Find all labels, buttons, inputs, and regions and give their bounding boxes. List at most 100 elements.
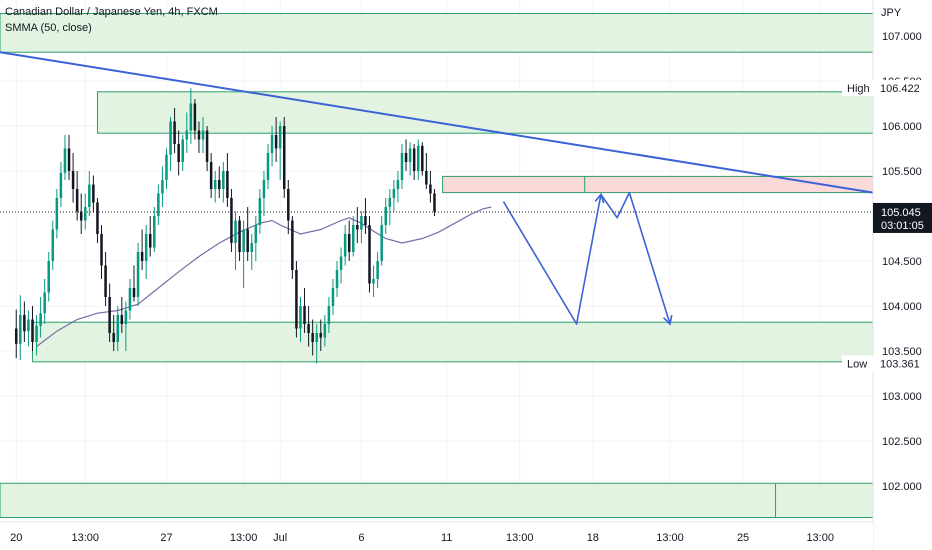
candle-body (173, 121, 176, 144)
candle (246, 207, 249, 261)
candle-body (144, 234, 148, 261)
candle (128, 279, 132, 320)
candle (209, 153, 213, 198)
candle-body (339, 256, 343, 270)
candle (19, 295, 22, 360)
candle-body (270, 135, 274, 153)
candle-body (352, 225, 355, 252)
candle (274, 117, 278, 162)
candle-body (299, 306, 302, 329)
candle (205, 126, 209, 171)
candle (278, 121, 282, 180)
candle (79, 193, 83, 234)
candle-body (43, 292, 46, 314)
candle-body (14, 328, 18, 344)
candle-body (254, 225, 258, 243)
price-axis[interactable]: JPY107.000106.500106.000105.500104.50010… (842, 0, 932, 550)
candle-body (246, 229, 249, 252)
candle-body (116, 315, 120, 342)
candle-body (96, 202, 99, 234)
candle (360, 211, 363, 243)
candle-body (79, 211, 83, 221)
candle-body (213, 180, 217, 189)
candle (404, 139, 408, 171)
candle (429, 171, 432, 203)
time-tick-label: 20 (10, 532, 22, 544)
candle-body (84, 207, 87, 221)
candle-body (412, 148, 416, 171)
candle-body (193, 103, 197, 131)
candle-body (59, 172, 63, 198)
candle-body (169, 121, 172, 155)
candle (193, 99, 197, 140)
candle-body (416, 145, 420, 171)
candle-body (295, 270, 298, 329)
candle-body (100, 234, 103, 266)
candle (315, 324, 318, 364)
candle (380, 216, 383, 266)
candle-body (400, 153, 404, 180)
candle-body (75, 189, 79, 212)
time-tick-label: 27 (160, 532, 172, 544)
time-tick-label: Jul (273, 532, 287, 544)
candle (230, 189, 233, 252)
candle (347, 220, 351, 261)
candle (88, 171, 91, 216)
candle-body (331, 288, 335, 306)
time-axis-bg (0, 522, 873, 550)
candle-body (392, 189, 396, 198)
candle (319, 319, 323, 351)
candle-body (140, 252, 144, 261)
candle-body (404, 153, 408, 162)
candle-body (88, 184, 91, 207)
candle-body (226, 171, 229, 198)
candle-body (262, 180, 266, 198)
candle (291, 216, 294, 279)
low-tag-bg (842, 355, 873, 372)
current-price-tag-bg (873, 202, 932, 233)
candle (343, 225, 347, 266)
price-tick-label: 105.500 (882, 166, 922, 178)
candle (396, 171, 400, 203)
candle-body (433, 193, 436, 212)
candles (14, 88, 436, 364)
candle (242, 220, 245, 288)
candle-body (327, 306, 331, 324)
candle-body (71, 171, 75, 189)
candle (181, 135, 184, 171)
candle (356, 207, 359, 243)
candle (161, 166, 164, 207)
candle-body (189, 103, 193, 131)
candle (55, 189, 59, 239)
low-price-bg (873, 355, 932, 372)
candle (84, 193, 87, 230)
candle (250, 234, 254, 270)
candle (416, 139, 420, 180)
candle-body (218, 180, 221, 189)
supply-zone (0, 13, 874, 53)
projection-path (502, 191, 671, 325)
candle (234, 211, 237, 270)
candle-body (376, 261, 379, 279)
currency-label: JPY (881, 7, 902, 19)
candle-body (108, 297, 111, 333)
candle-body (128, 288, 132, 311)
candle-body (63, 148, 67, 173)
candle (140, 229, 144, 270)
time-axis[interactable]: 20 13:00 27 13:00 Jul 6 11 13:00 18 13:00 25 13:00 (0, 521, 873, 550)
candle-body (278, 126, 282, 149)
candle (116, 306, 120, 351)
candle (165, 148, 168, 189)
candle-body (429, 184, 432, 194)
candle-body (421, 145, 424, 171)
candle (327, 297, 331, 333)
candle-body (360, 216, 363, 230)
price-tick-label: 104.000 (882, 301, 922, 313)
low-price-label: 103.361 (880, 359, 920, 371)
candle-body (51, 229, 55, 261)
candle (169, 117, 172, 171)
candle-body (287, 189, 290, 221)
candle (173, 108, 176, 153)
